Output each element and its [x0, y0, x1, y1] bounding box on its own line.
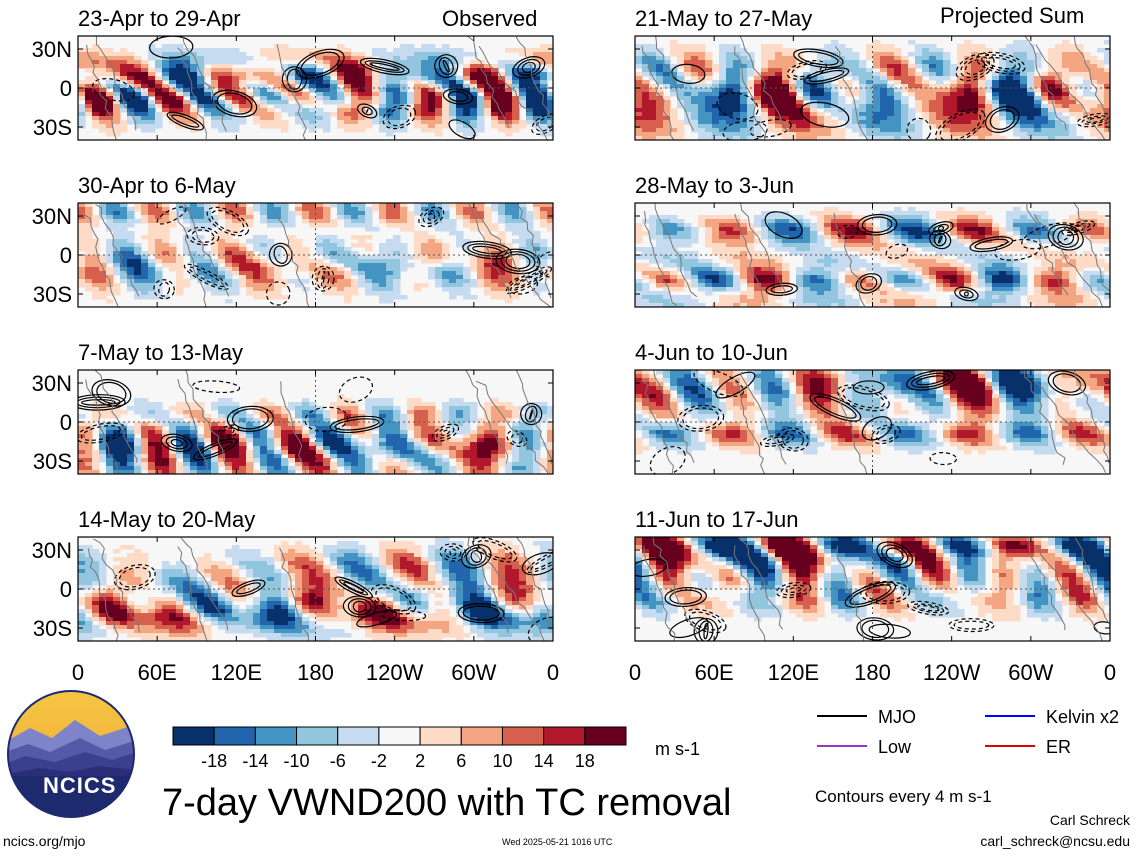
colorbar-swatch [254, 726, 298, 746]
legend: MJO Kelvin x2 Low ER [817, 707, 1119, 757]
colorbar-swatch [543, 726, 586, 746]
projected-sum-label: Projected Sum [940, 3, 1085, 28]
anomaly-field [78, 537, 553, 641]
panel-title: 30-Apr to 6-May [78, 173, 236, 198]
coastlines [82, 203, 552, 307]
observed-label: Observed [442, 6, 538, 31]
panel-7-may-to-13-may: 30N 0 30S 7-May to 13-May [32, 340, 554, 475]
y-tick-label: 30N [32, 204, 72, 229]
panel-title: 11-Jun to 17-Jun [635, 507, 798, 532]
y-tick-label: 30S [33, 115, 72, 140]
footer-author: Carl Schreck [1049, 812, 1130, 828]
y-tick-label: 30N [32, 37, 72, 62]
colorbar: -18 -14 -10 -6 -2 2 6 10 14 18 [172, 726, 627, 771]
x-tick-label: 120W [366, 660, 424, 685]
anomaly-field [635, 36, 1110, 140]
contour-note: Contours every 4 m s-1 [815, 787, 992, 806]
contours [671, 48, 1110, 140]
logo-text: NCICS [43, 773, 117, 798]
x-tick-label: 120W [923, 660, 981, 685]
legend-label-kelvin-x2: Kelvin x2 [1046, 707, 1119, 727]
colorbar-label: 18 [575, 751, 595, 771]
y-tick-label: 30N [32, 371, 72, 396]
footer-email[interactable]: carl_schreck@ncsu.edu [980, 833, 1130, 849]
colorbar-swatch [378, 726, 421, 746]
colorbar-swatch [501, 726, 545, 746]
footer-url[interactable]: ncics.org/mjo [3, 833, 86, 849]
x-tick-label: 180 [297, 660, 334, 685]
footer-timestamp: Wed 2025-05-21 1016 UTC [502, 837, 613, 847]
colorbar-label: -18 [201, 751, 227, 771]
colorbar-label: -2 [371, 751, 387, 771]
x-tick-label: 0 [1104, 660, 1116, 685]
panel-title: 28-May to 3-Jun [635, 173, 794, 198]
colorbar-swatch [337, 726, 380, 746]
y-tick-label: 30S [33, 449, 72, 474]
panel-14-may-to-20-may: 30N 0 30S 14-May to 20-May [32, 507, 554, 642]
panel-title: 23-Apr to 29-Apr [78, 6, 241, 31]
x-tick-label: 180 [854, 660, 891, 685]
y-tick-label: 0 [60, 577, 72, 602]
y-tick-label: 30S [33, 282, 72, 307]
x-tick-label: 60W [1008, 660, 1053, 685]
colorbar-swatch [419, 726, 462, 746]
colorbar-label: -10 [284, 751, 310, 771]
y-tick-label: 0 [60, 76, 72, 101]
coastlines [87, 537, 552, 641]
y-tick-label: 30S [33, 616, 72, 641]
x-tick-label: 120E [768, 660, 819, 685]
y-tick-label: 30N [32, 538, 72, 563]
panel-title: 21-May to 27-May [635, 6, 812, 31]
x-tick-label: 0 [547, 660, 559, 685]
panel-4-jun-to-10-jun: 4-Jun to 10-Jun [634, 340, 1111, 475]
panel-title: 4-Jun to 10-Jun [635, 340, 788, 365]
y-tick-label: 0 [60, 410, 72, 435]
colorbar-swatch [296, 726, 339, 746]
colorbar-label: -6 [330, 751, 346, 771]
legend-label-mjo: MJO [878, 707, 916, 727]
colorbar-label: -14 [242, 751, 268, 771]
legend-label-er: ER [1046, 737, 1071, 757]
colorbar-swatch [460, 726, 503, 746]
contours [764, 211, 1096, 302]
x-tick-label: 0 [72, 660, 84, 685]
panel-21-may-to-27-may: 21-May to 27-May [634, 6, 1111, 141]
coastlines [641, 36, 1110, 140]
x-tick-label: 120E [211, 660, 262, 685]
panel-28-may-to-3-jun: 28-May to 3-Jun [634, 173, 1111, 308]
panel-11-jun-to-17-jun: 11-Jun to 17-Jun [634, 507, 1111, 642]
anomaly-field [78, 36, 553, 140]
coastlines [86, 36, 553, 140]
colorbar-swatch [584, 726, 627, 746]
contours [649, 370, 1087, 474]
x-tick-label: 60E [138, 660, 177, 685]
coastlines [85, 370, 552, 474]
coastlines [643, 537, 1110, 641]
panel-23-apr-to-29-apr: 30N 0 30S 23-Apr to 29-Apr [32, 6, 554, 141]
colorbar-swatch [213, 726, 256, 746]
colorbar-label: 6 [456, 751, 466, 771]
figure-title: 7-day VWND200 with TC removal [162, 782, 732, 824]
colorbar-label: 2 [415, 751, 425, 771]
panel-title: 14-May to 20-May [78, 507, 255, 532]
anomaly-field [635, 203, 1110, 307]
coastlines [640, 370, 1110, 474]
panel-title: 7-May to 13-May [78, 340, 243, 365]
colorbar-units: m s-1 [655, 739, 700, 759]
x-tick-label: 60W [451, 660, 496, 685]
contours [113, 537, 553, 641]
panel-30-apr-to-6-may: 30N 0 30S 30-Apr to 6-May [32, 173, 554, 308]
coastlines [644, 203, 1110, 307]
legend-label-low: Low [878, 737, 912, 757]
ncics-logo [7, 690, 135, 818]
y-tick-label: 0 [60, 243, 72, 268]
colorbar-label: 14 [534, 751, 554, 771]
x-tick-label: 60E [695, 660, 734, 685]
colorbar-label: 10 [492, 751, 512, 771]
x-tick-label: 0 [629, 660, 641, 685]
colorbar-swatch [172, 726, 215, 746]
